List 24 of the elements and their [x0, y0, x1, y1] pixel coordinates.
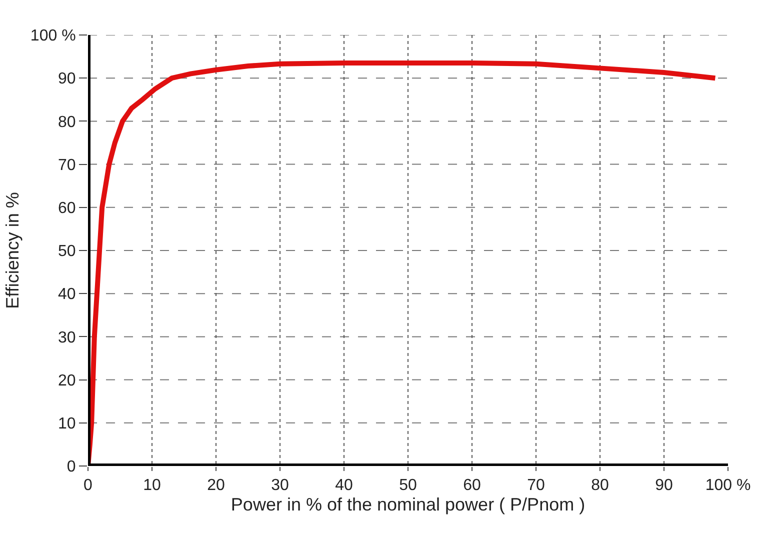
x-tick-label: 20: [207, 477, 225, 494]
x-tick-label: 90: [655, 477, 673, 494]
y-tick-label: 0: [66, 458, 76, 476]
x-tick-label: 80: [591, 477, 609, 494]
y-tick-label: 30: [58, 329, 76, 346]
y-tick-label: 40: [58, 286, 76, 304]
x-tick-label: 60: [463, 477, 481, 494]
y-tick-label: 90: [58, 70, 76, 88]
y-tick-label: 50: [58, 243, 76, 260]
x-tick-label: 50: [399, 477, 417, 494]
y-tick-label: 10: [58, 416, 76, 432]
x-tick-label: 40: [335, 477, 353, 494]
x-axis-title: Power in % of the nominal power ( P/Pnom ): [230, 494, 586, 514]
y-tick-label: 60: [58, 200, 76, 217]
x-tick-label: 70: [527, 477, 545, 494]
y-tick-label: 70: [58, 156, 76, 174]
y-tick-label: 100 %: [30, 28, 76, 45]
x-tick-label: 10: [143, 477, 161, 494]
y-axis-title: Efficiency in %: [2, 192, 23, 309]
y-tick-label: 80: [58, 114, 76, 131]
x-tick-label: 0: [84, 477, 93, 494]
x-tick-label: 100 %: [705, 477, 751, 494]
x-tick-label: 30: [271, 477, 289, 494]
y-tick-label: 20: [58, 372, 76, 390]
